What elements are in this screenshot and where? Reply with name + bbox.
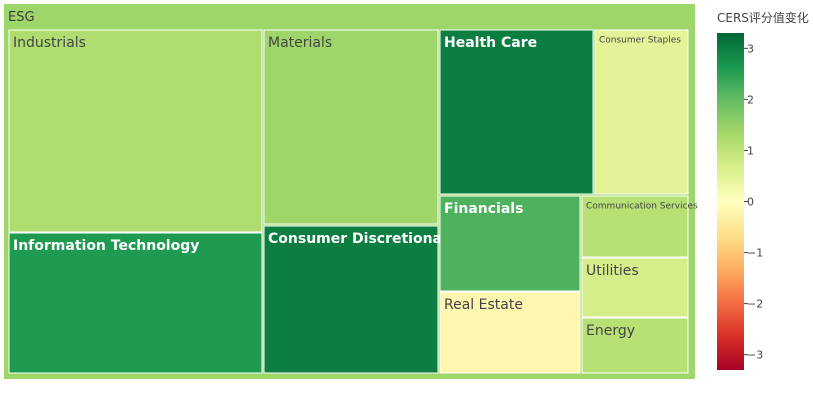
treemap-tile-real-estate[interactable]: Real Estate [439, 291, 581, 374]
materials-tile-rect [263, 29, 439, 225]
treemap-tile-utilities[interactable]: Utilities [581, 257, 689, 318]
utilities-tile-rect [581, 257, 689, 318]
consumer-discretionary-tile-label: Consumer Discretionary [268, 231, 458, 247]
treemap-tile-industrials[interactable]: Industrials [8, 29, 263, 233]
energy-tile-rect [581, 317, 689, 374]
financials-tile-rect [439, 195, 581, 292]
information-technology-tile-label: Information Technology [13, 238, 199, 254]
communication-services-tile-rect [581, 195, 689, 258]
colorbar: CERS评分值变化 −3 −2 −1 0 1 2 3 [717, 10, 809, 370]
treemap-tile-financials[interactable]: Financials [439, 195, 581, 292]
colorbar-gradient [717, 33, 744, 370]
colorbar-tick-label: −3 [747, 349, 763, 362]
colorbar-tick-label: 1 [747, 144, 754, 157]
colorbar-tick-label: 3 [747, 42, 754, 55]
treemap-tile-consumer-staples[interactable]: Consumer Staples [594, 29, 689, 195]
tiles-layer: ESG Industrials Information Technology Mate… [4, 4, 698, 379]
health-care-tile-label: Health Care [444, 35, 537, 51]
treemap-tile-materials[interactable]: Materials [263, 29, 439, 225]
treemap-tile-information-technology[interactable]: Information Technology [8, 232, 263, 374]
real-estate-tile-rect [439, 291, 581, 374]
energy-tile-label: Energy [586, 323, 635, 339]
treemap-tile-health-care[interactable]: Health Care [439, 29, 594, 195]
financials-tile-label: Financials [444, 201, 523, 217]
utilities-tile-label: Utilities [586, 263, 639, 279]
consumer-discretionary-tile-rect [263, 225, 439, 374]
health-care-tile-rect [439, 29, 594, 195]
colorbar-tick-label: −2 [747, 298, 763, 311]
real-estate-tile-label: Real Estate [444, 297, 523, 313]
consumer-staples-tile-rect [594, 29, 689, 195]
colorbar-tick-label: 2 [747, 93, 754, 106]
industrials-tile-rect [8, 29, 263, 233]
treemap-tile-consumer-discretionary[interactable]: Consumer Discretionary [263, 225, 458, 374]
consumer-staples-tile-label: Consumer Staples [599, 35, 681, 45]
communication-services-tile-label: Communication Services [586, 201, 698, 211]
treemap-tile-communication-services[interactable]: Communication Services [581, 195, 698, 258]
colorbar-title: CERS评分值变化 [717, 10, 809, 25]
root-tile-label: ESG [8, 10, 35, 25]
colorbar-tick-label: −1 [747, 247, 763, 260]
materials-tile-label: Materials [268, 35, 332, 51]
colorbar-tick-label: 0 [747, 196, 754, 209]
treemap-tile-energy[interactable]: Energy [581, 317, 689, 374]
industrials-tile-label: Industrials [13, 35, 86, 51]
information-technology-tile-rect [8, 232, 263, 374]
